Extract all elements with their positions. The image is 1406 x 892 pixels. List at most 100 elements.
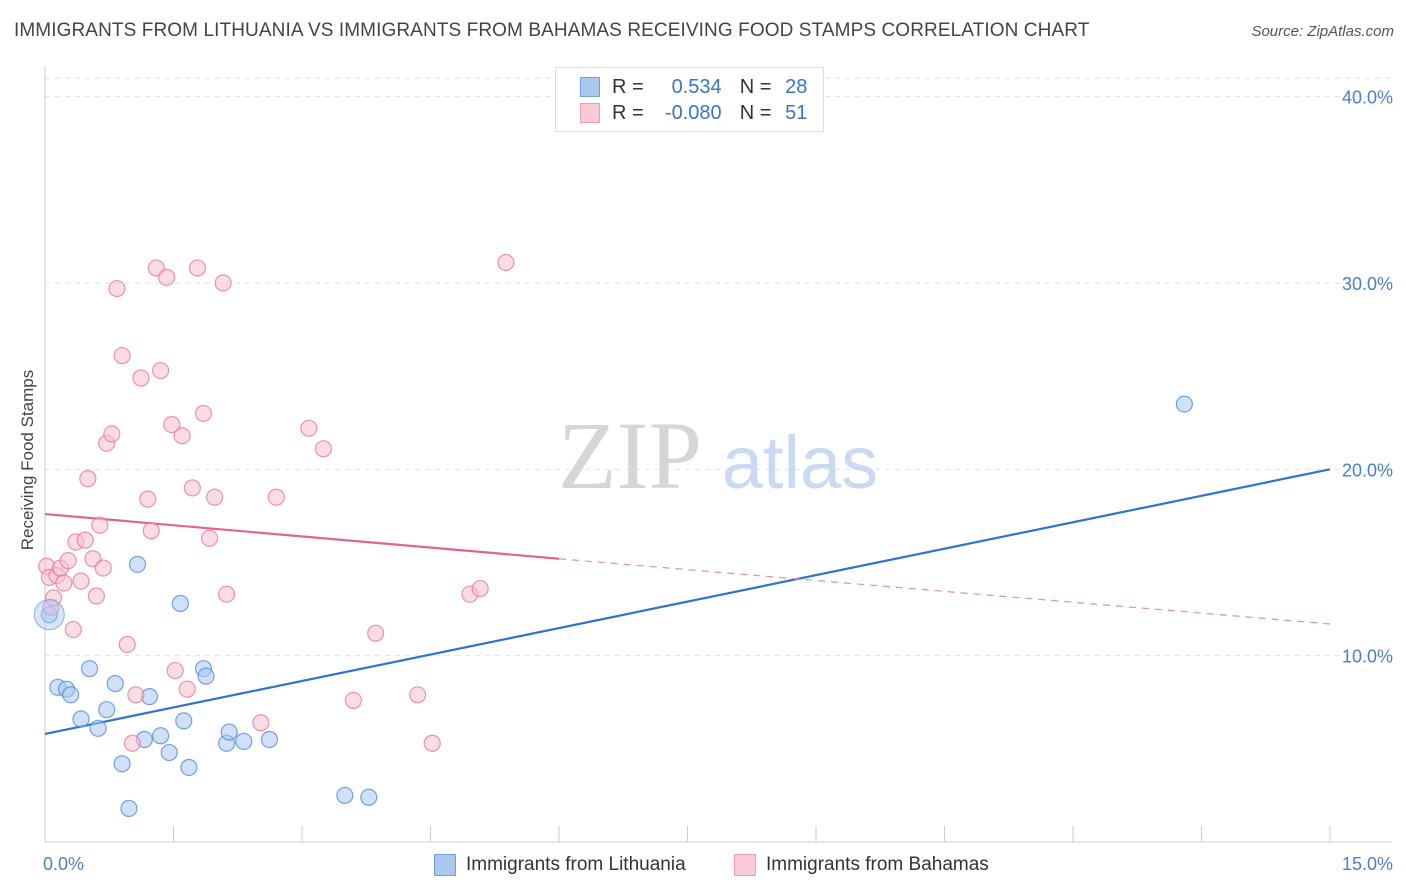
x-tick-label-min: 0.0% — [43, 854, 84, 874]
data-point — [113, 755, 131, 773]
trend-lines — [44, 468, 1331, 735]
watermark-atlas: atlas — [722, 421, 878, 504]
data-point — [178, 680, 196, 698]
data-point — [214, 274, 232, 292]
data-point — [62, 686, 80, 704]
data-point — [235, 732, 253, 750]
data-point — [91, 516, 109, 534]
data-point — [108, 279, 126, 298]
legend-n-value: 28 — [785, 75, 808, 98]
data-point — [72, 572, 90, 590]
data-point — [180, 758, 198, 777]
trend-line-bahamas — [44, 512, 560, 560]
data-point — [367, 624, 385, 642]
legend-r-label: R = — [612, 75, 644, 98]
data-point — [252, 714, 270, 732]
data-point — [158, 268, 176, 286]
data-point — [128, 555, 147, 573]
data-point — [64, 620, 82, 639]
data-point — [94, 559, 112, 577]
data-point — [142, 522, 160, 540]
series-bahamas-points — [38, 253, 515, 752]
data-point — [206, 488, 224, 506]
data-point — [118, 635, 136, 654]
correlation-legend: R = 0.534 N = 28 R = -0.080 N = 51 — [555, 67, 824, 132]
data-point — [103, 425, 121, 443]
data-point — [55, 574, 73, 592]
data-point — [139, 490, 157, 508]
data-point — [113, 347, 131, 365]
data-point — [127, 686, 145, 704]
data-point — [152, 727, 170, 745]
data-point — [171, 594, 189, 613]
data-point — [267, 488, 285, 506]
data-point — [72, 710, 90, 728]
data-point — [173, 427, 191, 445]
legend-row-lithuania: R = 0.534 N = 28 — [580, 75, 807, 99]
data-points — [33, 253, 1193, 818]
data-point — [409, 686, 427, 704]
source-credit: Source: ZipAtlas.com — [1251, 23, 1394, 40]
legend-r-value: 0.534 — [671, 75, 722, 98]
tick-labels: 10.0% 20.0% 30.0% 40.0% 0.0% 15.0% — [43, 88, 1393, 874]
data-point — [314, 440, 333, 458]
data-point — [218, 585, 236, 603]
data-point — [89, 719, 107, 737]
data-point — [163, 415, 181, 434]
series-label-lithuania: Immigrants from Lithuania — [466, 854, 686, 875]
chart-title: IMMIGRANTS FROM LITHUANIA VS IMMIGRANTS … — [14, 20, 1090, 41]
y-tick-label: 20.0% — [1342, 460, 1393, 480]
data-point — [87, 587, 106, 605]
data-point-large — [33, 599, 65, 631]
data-point — [497, 253, 515, 272]
data-point — [183, 479, 201, 497]
data-point — [160, 743, 178, 762]
watermark: ZIP atlas — [558, 402, 878, 509]
data-point — [194, 404, 213, 423]
data-point — [197, 667, 215, 685]
y-tick-label: 10.0% — [1342, 647, 1393, 667]
data-point — [471, 579, 489, 598]
data-point — [80, 660, 99, 678]
series-legend-lithuania: Immigrants from Lithuania — [434, 852, 686, 878]
data-point — [132, 369, 150, 387]
data-point — [152, 361, 170, 380]
legend-n-label: N = — [739, 101, 772, 124]
data-point — [423, 734, 441, 752]
data-point — [98, 701, 116, 719]
axes — [44, 66, 1392, 843]
data-point — [59, 552, 77, 570]
data-point — [76, 531, 94, 549]
legend-n-value: 51 — [785, 101, 808, 124]
legend-swatch-lithuania — [580, 77, 600, 97]
y-tick-label: 30.0% — [1342, 274, 1393, 294]
legend-row-bahamas: R = -0.080 N = 51 — [580, 101, 807, 125]
data-point — [300, 419, 318, 437]
legend-r-label: R = — [612, 101, 644, 124]
trend-line-bahamas-extension — [558, 558, 1331, 625]
data-point — [106, 675, 124, 693]
data-point — [336, 786, 354, 805]
series-swatch-lithuania — [434, 854, 456, 876]
y-tick-label: 40.0% — [1342, 88, 1393, 108]
series-swatch-bahamas — [734, 854, 756, 876]
data-point — [200, 529, 219, 547]
data-point — [175, 712, 193, 730]
data-point — [120, 799, 138, 818]
data-point — [344, 691, 362, 709]
trend-line-lithuania — [44, 468, 1331, 735]
series-legend-bahamas: Immigrants from Bahamas — [734, 852, 989, 878]
data-point — [220, 723, 238, 741]
watermark-zip: ZIP — [558, 402, 702, 509]
series-label-bahamas: Immigrants from Bahamas — [766, 854, 989, 875]
data-point — [1175, 395, 1193, 413]
legend-swatch-bahamas — [580, 103, 600, 123]
data-point — [123, 734, 141, 752]
data-point — [360, 788, 378, 806]
legend-n-label: N = — [739, 75, 772, 98]
data-point — [188, 259, 207, 277]
data-point — [260, 730, 279, 749]
series-lithuania-points — [40, 395, 1193, 818]
data-point — [79, 470, 97, 488]
